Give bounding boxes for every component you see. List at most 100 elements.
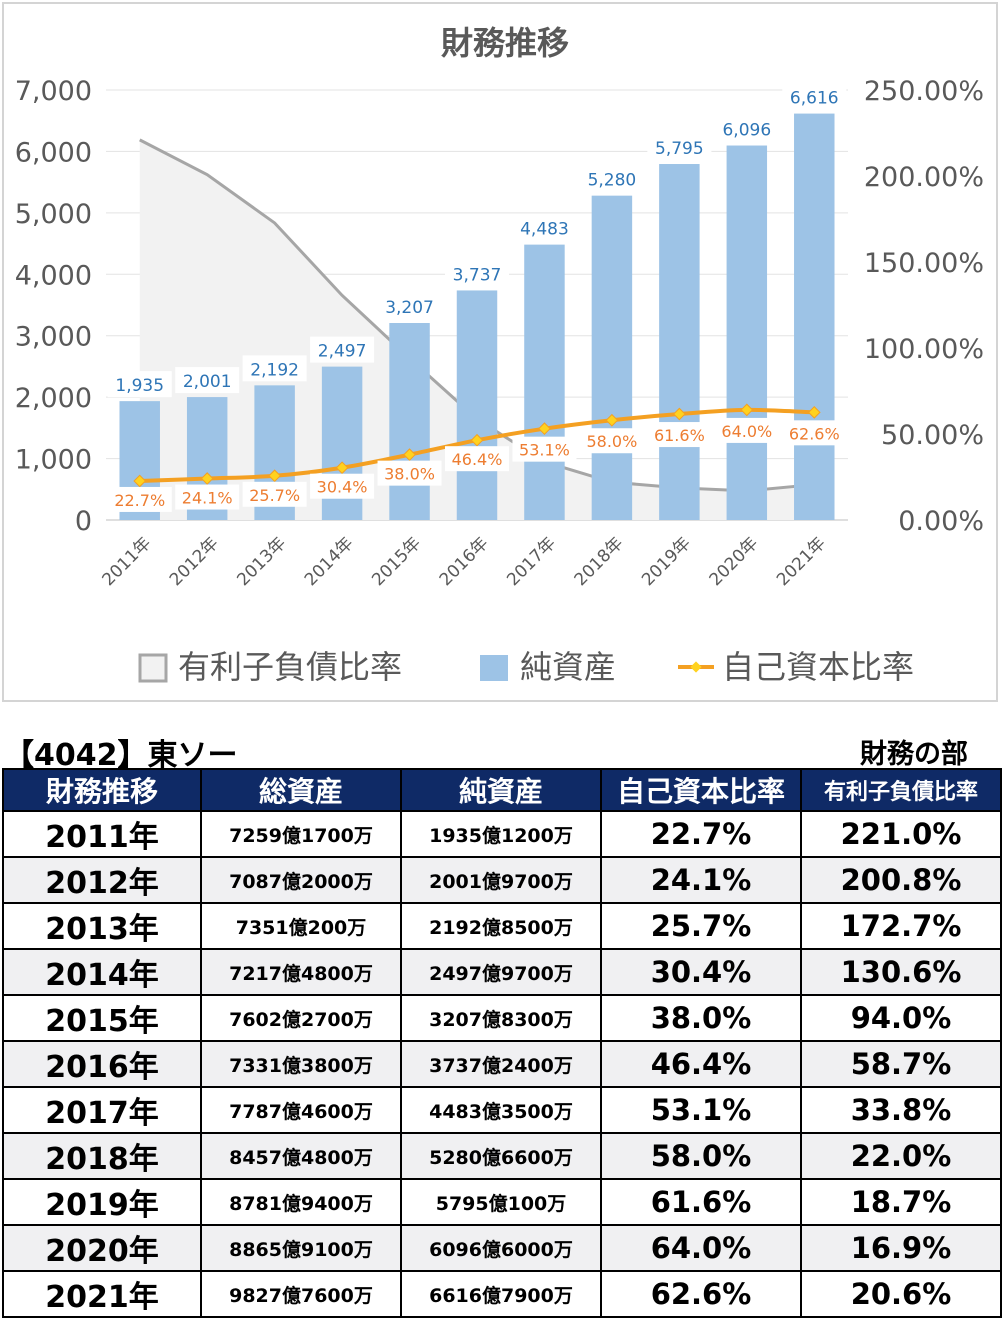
equity-ratio-point	[538, 422, 551, 436]
x-tick-label: 2016年	[436, 533, 493, 590]
net-assets-label: 3,737	[453, 265, 502, 285]
equity-ratio-label: 53.1%	[519, 441, 570, 460]
bar-label-bg	[377, 292, 442, 319]
table-cell: 94.0%	[800, 994, 1002, 1042]
x-tick-label: 2017年	[503, 533, 560, 590]
table-cell: 221.0%	[800, 810, 1002, 858]
equity-ratio-label: 22.7%	[114, 491, 165, 510]
y-right-tick-label: 150.00%	[864, 248, 984, 279]
chart-title: 財務推移	[441, 24, 569, 62]
net-assets-bar	[591, 195, 633, 520]
table-row: 2011年 7259億1700万 1935億1200万 22.7% 221.0%	[2, 810, 1002, 858]
table-cell: 7259億1700万	[200, 810, 402, 858]
y-left-tick-label: 7,000	[15, 76, 92, 107]
table-cell: 2001億9700万	[400, 856, 602, 904]
x-tick-label: 2021年	[773, 533, 830, 590]
y-left-tick-label: 6,000	[15, 137, 92, 168]
table-cell: 5795億100万	[400, 1178, 602, 1226]
bar-label-bg	[175, 367, 240, 394]
line-label-bg	[782, 420, 847, 446]
table-cell: 2013年	[2, 902, 202, 950]
table-cell: 130.6%	[800, 948, 1002, 996]
table-cell: 8781億9400万	[200, 1178, 402, 1226]
table-cell: 2011年	[2, 810, 202, 858]
equity-ratio-point	[740, 403, 754, 417]
table-cell: 25.7%	[600, 902, 802, 950]
x-tick-label: 2011年	[99, 533, 156, 590]
table-cell: 9827億7600万	[200, 1270, 402, 1318]
financial-table: 財務推移 総資産 純資産 自己資本比率 有利子負債比率 2011年 7259億17…	[2, 768, 1002, 1318]
bar-label-bg	[107, 371, 172, 398]
net-assets-label: 2,001	[183, 372, 232, 392]
table-cell: 30.4%	[600, 948, 802, 996]
table-row: 2016年 7331億3800万 3737億2400万 46.4% 58.7%	[2, 1040, 1002, 1088]
table-cell: 7217億4800万	[200, 948, 402, 996]
table-row: 2012年 7087億2000万 2001億9700万 24.1% 200.8%	[2, 856, 1002, 904]
equity-ratio-label: 58.0%	[586, 432, 637, 451]
table-row: 2015年 7602億2700万 3207億8300万 38.0% 94.0%	[2, 994, 1002, 1042]
bar-label-bg	[782, 83, 847, 110]
table-cell: 62.6%	[600, 1270, 802, 1318]
table-row: 2013年 7351億200万 2192億8500万 25.7% 172.7%	[2, 902, 1002, 950]
legend-debt-ratio-swatch	[138, 653, 168, 683]
table-cell: 1935億1200万	[400, 810, 602, 858]
y-right-tick-label: 250.00%	[864, 76, 984, 107]
table-cell: 20.6%	[800, 1270, 1002, 1318]
equity-ratio-point	[133, 474, 147, 488]
y-left-tick-label: 4,000	[15, 260, 92, 291]
table-cell: 64.0%	[600, 1224, 802, 1272]
table-cell: 58.7%	[800, 1040, 1002, 1088]
table-cell: 7351億200万	[200, 902, 402, 950]
net-assets-label: 6,096	[722, 121, 771, 141]
net-assets-label: 1,935	[115, 376, 164, 396]
net-assets-bar	[456, 290, 498, 520]
equity-ratio-point	[807, 405, 821, 419]
y-right-tick-label: 0.00%	[898, 506, 984, 537]
column-header: 自己資本比率	[600, 768, 802, 812]
bar-label-bg	[647, 134, 712, 161]
table-cell: 3207億8300万	[400, 994, 602, 1042]
line-label-bg	[242, 481, 307, 507]
table-cell: 24.1%	[600, 856, 802, 904]
table-cell: 5280億6600万	[400, 1132, 602, 1180]
equity-ratio-label: 24.1%	[182, 489, 233, 508]
chart-panel: 財務推移 0 1,000 2,000 3,000 4,000 5,000 6,000 7,00…	[2, 2, 998, 702]
equity-ratio-point	[403, 448, 416, 462]
table-cell: 58.0%	[600, 1132, 802, 1180]
net-assets-label: 6,616	[790, 89, 839, 109]
line-label-bg	[512, 436, 577, 462]
line-label-bg	[579, 428, 644, 454]
equity-ratio-label: 38.0%	[384, 465, 435, 484]
legend-net-assets-label: 純資産	[520, 648, 616, 686]
column-header: 財務推移	[2, 768, 202, 812]
table-cell: 2015年	[2, 994, 202, 1042]
table-cell: 2018年	[2, 1132, 202, 1180]
table-cell: 18.7%	[800, 1178, 1002, 1226]
table-cell: 2017年	[2, 1086, 202, 1134]
table-cell: 53.1%	[600, 1086, 802, 1134]
table-cell: 61.6%	[600, 1178, 802, 1226]
table-cell: 2014年	[2, 948, 202, 996]
section-label: 財務の部	[860, 739, 968, 770]
column-header: 純資産	[400, 768, 602, 812]
table-cell: 7087億2000万	[200, 856, 402, 904]
y-left-tick-label: 0	[75, 506, 92, 537]
table-cell: 16.9%	[800, 1224, 1002, 1272]
table-cell: 8457億4800万	[200, 1132, 402, 1180]
table-row: 2020年 8865億9100万 6096億6000万 64.0% 16.9%	[2, 1224, 1002, 1272]
y-left-tick-label: 2,000	[15, 383, 92, 414]
table-cell: 2021年	[2, 1270, 202, 1318]
x-tick-label: 2013年	[233, 533, 290, 590]
bar-label-bg	[579, 165, 644, 192]
table-cell: 2012年	[2, 856, 202, 904]
table-cell: 2016年	[2, 1040, 202, 1088]
line-label-bg	[647, 422, 712, 448]
equity-ratio-point	[335, 461, 349, 475]
financial-chart: 財務推移 0 1,000 2,000 3,000 4,000 5,000 6,000 7,00…	[15, 24, 984, 686]
bar-label-bg	[512, 214, 577, 241]
company-name: 【4042】東ソー	[4, 738, 238, 773]
table-cell: 46.4%	[600, 1040, 802, 1088]
line-label-bg	[175, 484, 240, 510]
table-cell: 2497億9700万	[400, 948, 602, 996]
y-right-tick-label: 100.00%	[864, 334, 984, 365]
